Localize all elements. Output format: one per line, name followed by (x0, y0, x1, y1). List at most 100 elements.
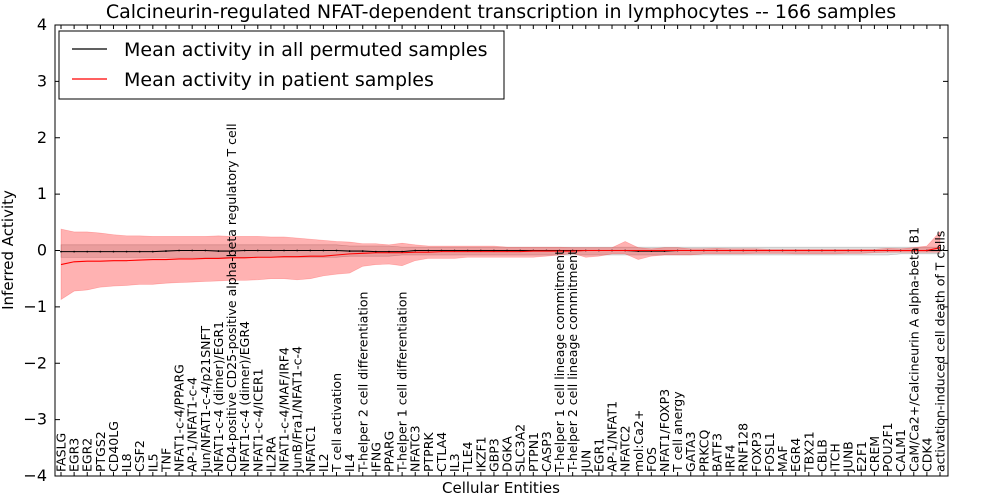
permuted-point (270, 249, 272, 252)
x-category-label: TNF (158, 448, 173, 473)
x-category-label: JunB/Fra1/NFAT1-c-4 (290, 346, 305, 473)
x-category-label: PTPRK (421, 432, 436, 472)
x-category-label: IL8 (119, 453, 134, 472)
permuted-point (322, 249, 325, 252)
x-category-label: IFNG (368, 442, 383, 472)
chart-title: Calcineurin-regulated NFAT-dependent tra… (106, 1, 896, 23)
permuted-point (335, 249, 338, 252)
permuted-point (506, 249, 508, 252)
y-axis: −4 −3 −2 −1 0 1 2 3 4 (23, 15, 948, 485)
x-category-label: T cell anergy (670, 391, 685, 473)
x-category-label: IL2RA (263, 436, 278, 472)
permuted-point (204, 249, 207, 252)
x-category-label: MAF (775, 445, 790, 472)
permuted-point (151, 250, 154, 253)
permuted-point (138, 250, 141, 253)
permuted-point (493, 249, 495, 252)
permuted-point (256, 249, 259, 252)
x-category-label: NFATC2 (618, 425, 633, 472)
y-tick-label: 2 (37, 128, 47, 147)
x-category-label: NFATC3 (408, 425, 423, 472)
x-category-label: T-helper 1 cell lineage commitment (552, 250, 567, 473)
x-category-label: NFAT1-c-4/ICER1 (250, 368, 265, 472)
legend: Mean activity in all permuted samples Me… (58, 30, 505, 100)
x-category-label: FOXP3 (749, 432, 764, 472)
x-category-label: POU2F1 (880, 422, 895, 472)
permuted-point (374, 250, 377, 253)
y-tick-label: −4 (23, 466, 47, 485)
x-category-label: AP-1/NFAT1 (605, 401, 620, 472)
x-category-label: NFAT1-c-4/PPARG (172, 364, 187, 472)
legend-label-patient: Mean activity in patient samples (124, 69, 434, 91)
permuted-point (217, 250, 220, 252)
x-category-label: PPARG (381, 431, 396, 472)
x-category-label: EGR4 (788, 438, 803, 472)
permuted-point (348, 250, 351, 252)
y-tick-label: −2 (23, 353, 47, 372)
x-category-label: CBLB (814, 439, 829, 472)
permuted-point (361, 250, 364, 252)
x-category-label: IL3 (447, 453, 462, 472)
x-category-label: NFAT1/FOXP3 (657, 389, 672, 472)
x-category-label: Jun/NFAT1-c-4/p21SNFT (198, 326, 213, 473)
x-category-label: PTGS2 (93, 431, 108, 472)
x-category-label: NFATC1 (303, 425, 318, 472)
permuted-point (165, 250, 167, 252)
x-category-label: IL2 (316, 453, 331, 472)
x-category-label: EGR1 (591, 438, 606, 472)
permuted-point (73, 250, 76, 253)
x-category-label: SLC3A2 (513, 424, 528, 472)
x-category-label: FASLG (54, 433, 69, 472)
x-category-label: AP-1/NFAT1-c-4 (185, 377, 200, 472)
x-category-label: RNF128 (736, 423, 751, 472)
x-category-label: GBP3 (486, 438, 501, 472)
permuted-point (86, 250, 89, 253)
x-category-label: IKZF1 (473, 436, 488, 472)
permuted-point (283, 249, 285, 252)
y-tick-label: −3 (23, 410, 47, 429)
permuted-point (388, 250, 390, 253)
x-category-label: IL4 (342, 453, 357, 472)
x-category-label: CTLA4 (434, 432, 449, 472)
x-category-label: NFAT1-c-4/MAF/IRF4 (277, 347, 292, 472)
permuted-point (939, 249, 941, 252)
permuted-point (519, 249, 522, 252)
x-category-label: T cell activation (329, 373, 344, 473)
x-category-label: CSF2 (132, 440, 147, 472)
x-category-label: ITCH (828, 443, 843, 472)
x-category-label: JUNB (841, 441, 856, 473)
band-permuted (60, 244, 941, 258)
line-patient-mean (60, 247, 941, 266)
x-category-label: TLE4 (460, 442, 475, 473)
permuted-point (427, 249, 430, 252)
permuted-point (125, 250, 128, 253)
x-category-label: GATA3 (683, 432, 698, 472)
x-category-label: BATF3 (709, 433, 724, 472)
line-layer (60, 247, 941, 266)
x-axis-label: Cellular Entities (442, 479, 560, 497)
permuted-point (296, 249, 299, 252)
x-category-label: TBX21 (801, 431, 816, 473)
y-tick-label: 4 (37, 15, 47, 34)
x-category-label: CaM/Ca2+/Calcineurin A alpha-beta B1 (906, 227, 921, 472)
permuted-point (401, 250, 404, 253)
permuted-point (112, 250, 115, 253)
legend-label-permuted: Mean activity in all permuted samples (124, 39, 487, 61)
x-category-label: T-helper 2 cell lineage commitment (565, 250, 580, 473)
y-tick-label: 0 (37, 241, 47, 260)
x-category-label: activation-induced cell death of T cells (933, 231, 948, 472)
y-tick-label: 1 (37, 184, 47, 203)
permuted-point (414, 249, 417, 252)
x-category-label: NFAT1-c-4 (dimer)/EGR4 (237, 321, 252, 472)
x-category-label: CD4-positive CD25-positive alpha-beta re… (224, 123, 239, 472)
permuted-point (230, 250, 233, 252)
x-category-label: FOS (644, 447, 659, 472)
permuted-point (191, 249, 194, 252)
permuted-point (178, 249, 180, 252)
permuted-point (479, 249, 482, 252)
x-category-label: JUN (578, 450, 593, 473)
y-axis-label: Inferred Activity (0, 190, 17, 310)
x-category-label: PTPN1 (526, 432, 541, 472)
band-layer (60, 228, 941, 301)
